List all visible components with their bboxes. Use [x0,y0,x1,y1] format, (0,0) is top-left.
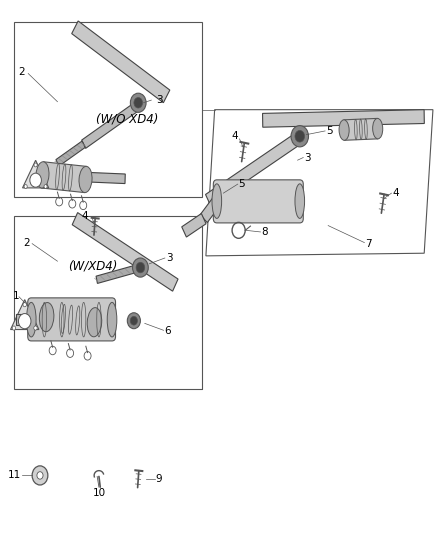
Text: 5: 5 [326,126,332,136]
Polygon shape [81,103,138,148]
Circle shape [133,258,148,277]
Polygon shape [205,133,300,206]
Polygon shape [262,110,424,127]
Text: 2: 2 [18,68,25,77]
Text: 9: 9 [155,474,162,484]
Text: (W/O XD4): (W/O XD4) [96,113,159,126]
Text: 10: 10 [92,489,106,498]
Circle shape [130,317,138,325]
Ellipse shape [339,120,349,140]
FancyBboxPatch shape [213,180,303,223]
Polygon shape [72,21,170,103]
Polygon shape [344,118,378,140]
Text: 6: 6 [164,326,171,336]
Ellipse shape [36,162,49,188]
Text: 5: 5 [239,179,245,189]
Polygon shape [11,300,39,329]
Circle shape [34,326,37,330]
Text: 4: 4 [392,188,399,198]
Circle shape [18,313,31,329]
Ellipse shape [79,166,92,192]
Ellipse shape [87,308,102,337]
Polygon shape [182,214,206,237]
Ellipse shape [212,184,222,219]
Ellipse shape [26,302,36,337]
Text: 8: 8 [261,227,268,237]
Polygon shape [56,141,85,166]
Text: 11: 11 [8,471,21,480]
Polygon shape [88,172,125,183]
Circle shape [32,466,48,485]
Polygon shape [200,197,220,223]
Text: 3: 3 [166,253,173,263]
Text: 7: 7 [365,239,372,249]
Circle shape [23,303,26,307]
Ellipse shape [295,184,304,219]
Polygon shape [22,160,49,188]
Circle shape [291,126,308,147]
Polygon shape [72,213,178,291]
Text: 2: 2 [24,238,30,247]
Text: (W/XD4): (W/XD4) [68,259,117,272]
Polygon shape [46,303,95,337]
Circle shape [136,262,145,273]
Circle shape [30,173,41,187]
Circle shape [127,313,141,329]
Text: 4: 4 [231,131,237,141]
Ellipse shape [107,302,117,337]
Circle shape [131,93,146,112]
Text: 1: 1 [13,290,19,301]
Ellipse shape [373,118,383,139]
Polygon shape [16,314,31,325]
FancyBboxPatch shape [28,298,116,341]
Circle shape [134,98,142,108]
Text: 4: 4 [81,211,88,221]
Text: 3: 3 [155,95,162,105]
Circle shape [34,163,37,167]
Polygon shape [42,162,86,192]
Circle shape [37,472,43,479]
Circle shape [12,326,16,330]
Text: 3: 3 [304,152,311,163]
Polygon shape [96,264,141,284]
Circle shape [44,184,47,189]
Ellipse shape [39,303,54,332]
Circle shape [24,184,27,189]
Circle shape [295,131,304,142]
